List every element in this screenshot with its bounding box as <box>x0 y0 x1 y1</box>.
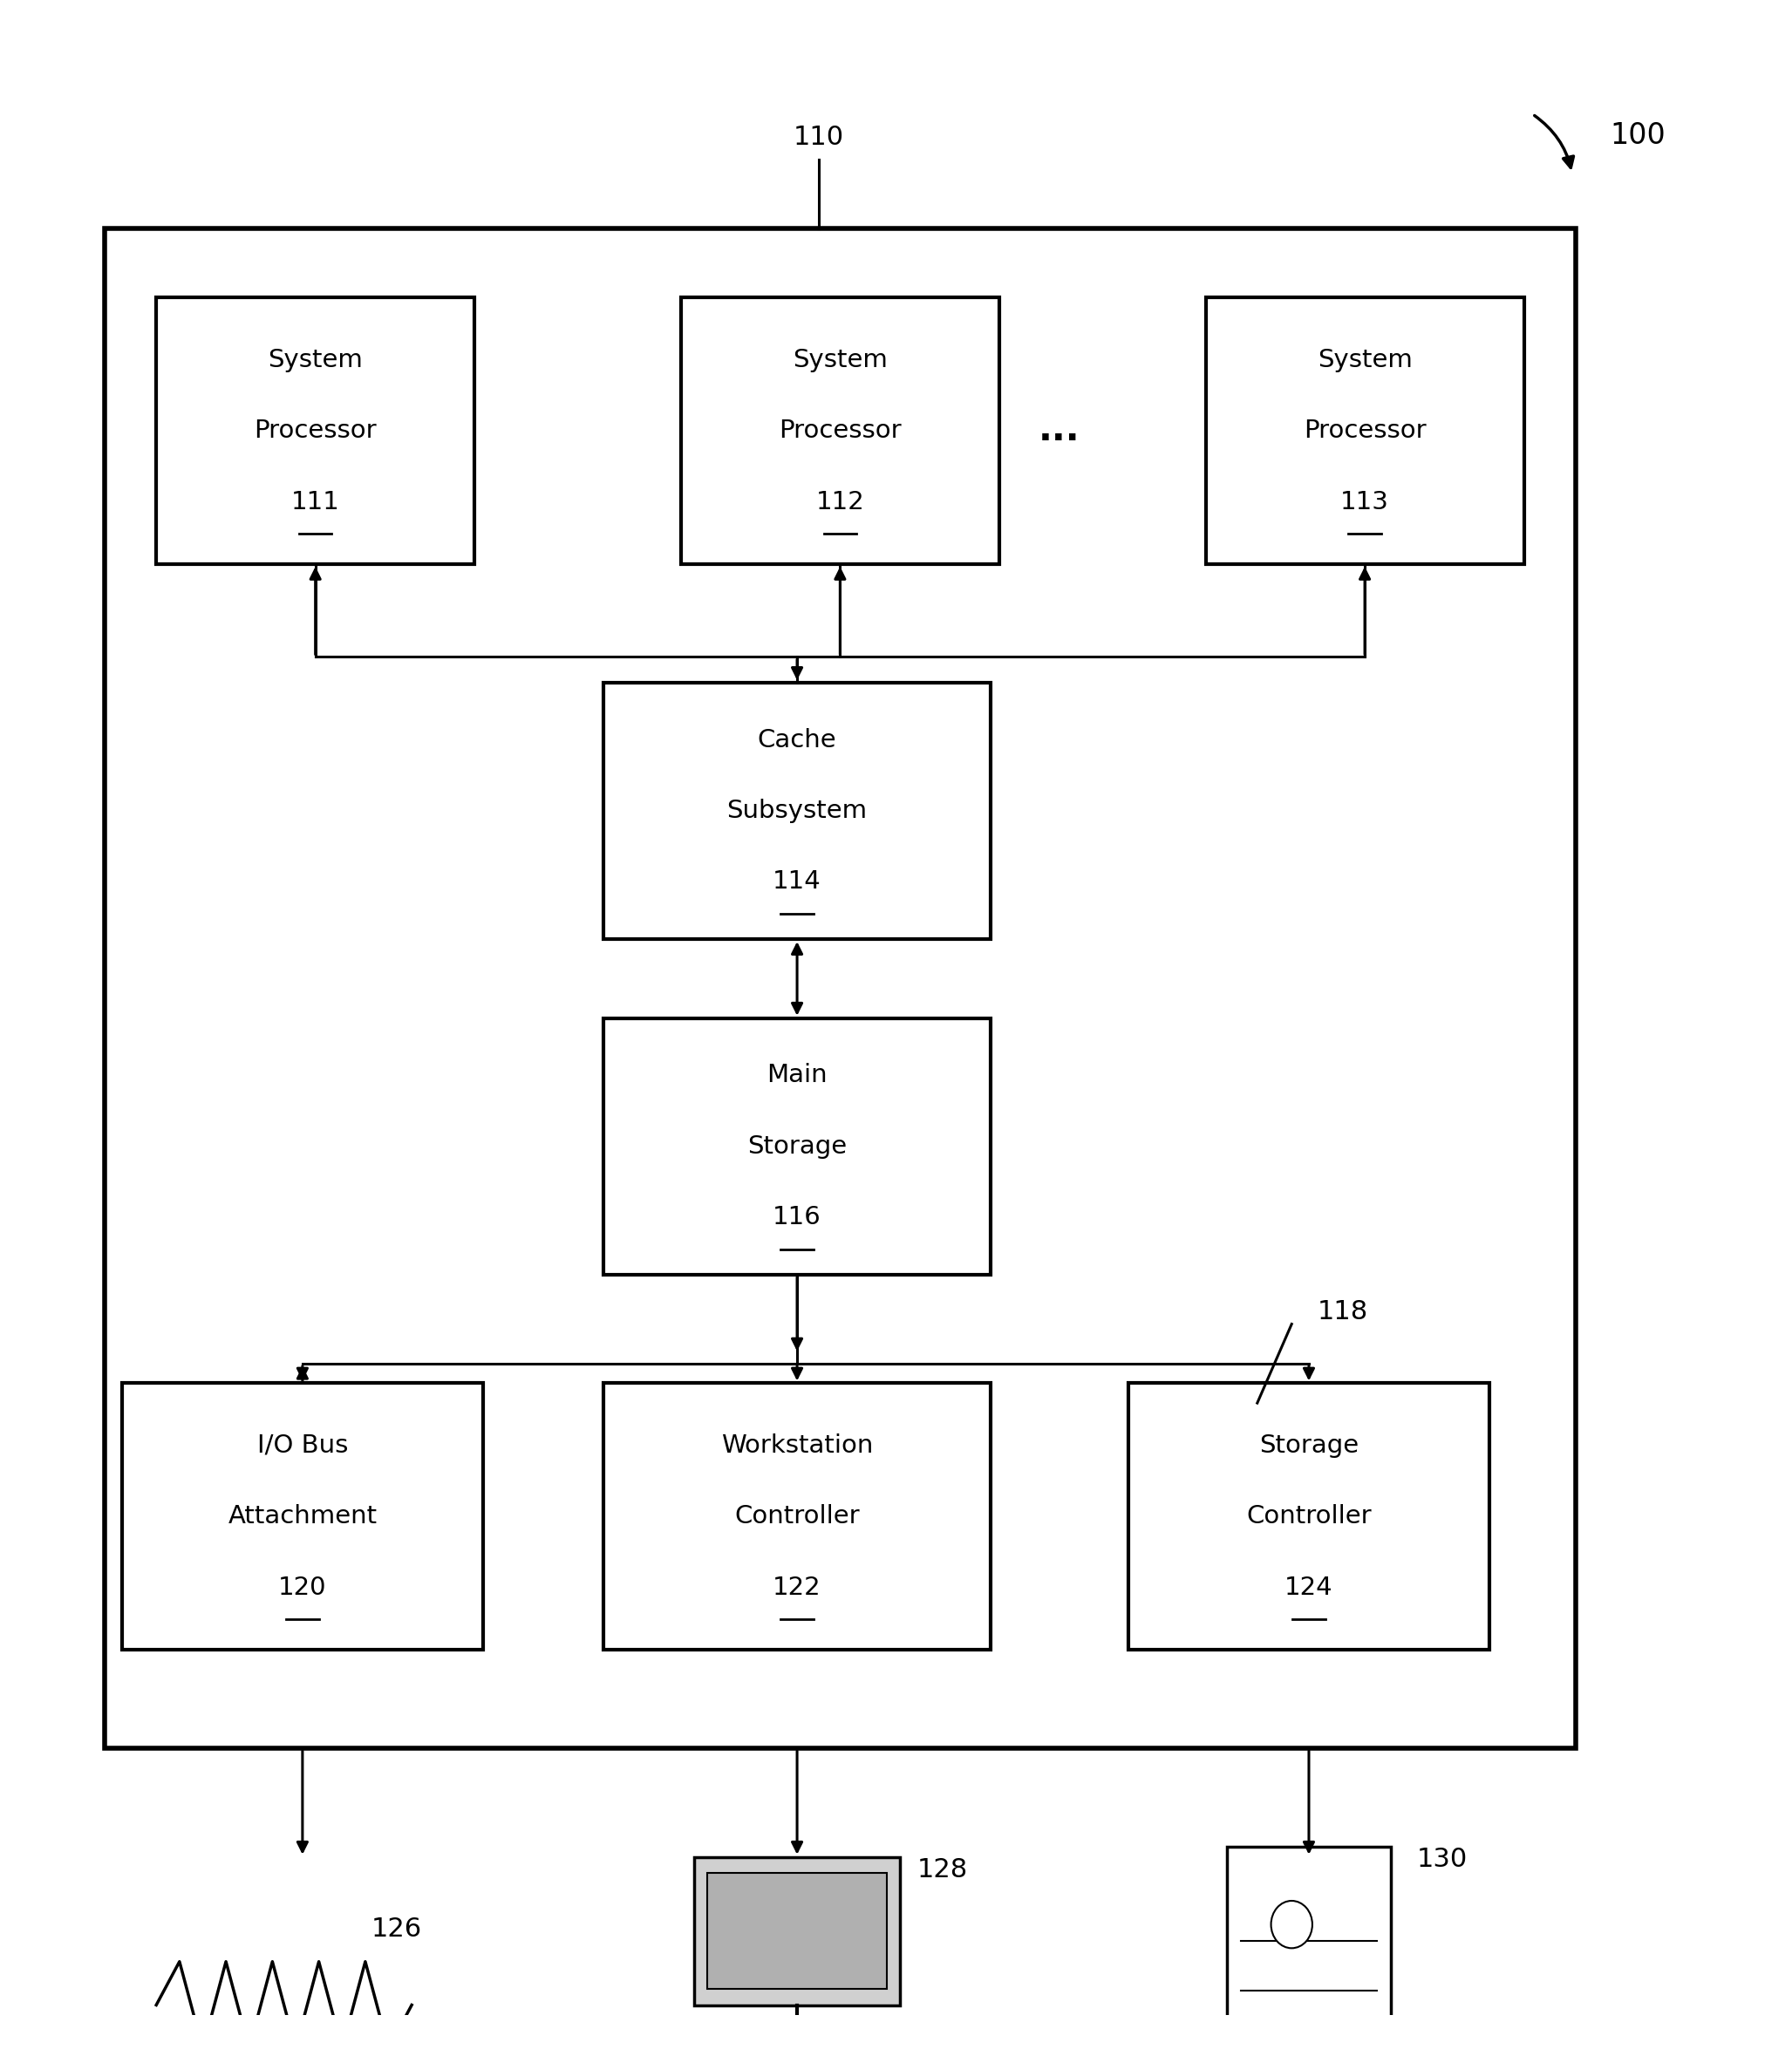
Bar <box>156 298 475 563</box>
Text: 126: 126 <box>371 1916 421 1941</box>
Text: 110: 110 <box>794 125 844 150</box>
Text: Controller: Controller <box>735 1505 860 1530</box>
Text: 124: 124 <box>1285 1575 1333 1600</box>
Text: Storage: Storage <box>747 1135 848 1160</box>
Text: Processor: Processor <box>254 419 376 444</box>
Text: 113: 113 <box>1340 489 1389 514</box>
Text: Controller: Controller <box>1245 1505 1371 1530</box>
Text: 116: 116 <box>772 1205 821 1229</box>
Text: Processor: Processor <box>1303 419 1426 444</box>
Bar <box>104 228 1575 1748</box>
Circle shape <box>1271 1902 1312 1949</box>
Bar <box>604 1384 991 1649</box>
Text: 114: 114 <box>772 870 821 894</box>
Bar <box>681 298 1000 563</box>
Text: Storage: Storage <box>1260 1433 1358 1458</box>
Bar <box>694 1857 900 2005</box>
Bar <box>1129 1384 1489 1649</box>
Text: Processor: Processor <box>780 419 901 444</box>
Text: Cache: Cache <box>758 728 837 752</box>
Text: 100: 100 <box>1609 121 1665 150</box>
Text: 112: 112 <box>815 489 864 514</box>
Bar <box>1206 298 1523 563</box>
Bar <box>122 1384 484 1649</box>
Text: Main: Main <box>767 1063 828 1088</box>
Text: I/O Bus: I/O Bus <box>256 1433 348 1458</box>
Text: Attachment: Attachment <box>228 1505 376 1530</box>
Text: 130: 130 <box>1416 1846 1468 1873</box>
Text: ...: ... <box>1039 411 1081 448</box>
Text: 128: 128 <box>918 1857 968 1881</box>
Text: 122: 122 <box>772 1575 821 1600</box>
Text: 118: 118 <box>1317 1299 1369 1324</box>
Bar <box>1228 1846 1391 2056</box>
Bar <box>604 683 991 940</box>
Text: 120: 120 <box>278 1575 326 1600</box>
Text: Workstation: Workstation <box>720 1433 873 1458</box>
Bar <box>604 1018 991 1275</box>
Text: System: System <box>792 347 887 372</box>
Text: System: System <box>1317 347 1412 372</box>
Bar <box>708 1873 887 1990</box>
Text: 111: 111 <box>290 489 340 514</box>
Text: System: System <box>269 347 362 372</box>
Text: Subsystem: Subsystem <box>728 798 867 822</box>
Bar <box>702 2035 892 2056</box>
